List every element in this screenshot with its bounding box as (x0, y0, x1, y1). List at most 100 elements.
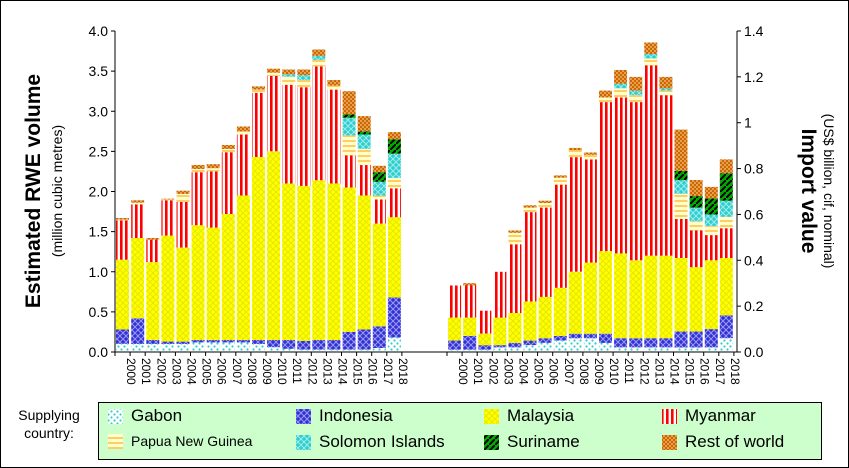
left-bar-malaysia-2000 (116, 259, 129, 330)
left-bar-malaysia-2018 (387, 217, 401, 298)
right-bar-rest-of-world-2015 (674, 129, 688, 171)
right-y-tick-label: 1.2 (744, 69, 764, 85)
left-bar-malaysia-2016 (357, 195, 371, 330)
left-bar-indonesia-2004 (176, 341, 190, 344)
legend-swatch (108, 409, 123, 424)
right-x-tick-label: 2000 (456, 358, 470, 385)
right-bar-rest-of-world-2011 (614, 70, 628, 84)
left-bar-indonesia-2016 (357, 329, 371, 350)
right-bar-rest-of-world-2018 (719, 159, 733, 174)
right-bar-rest-of-world-2005 (523, 205, 537, 208)
right-bar-myanmar-2015 (674, 219, 688, 258)
right-bar-gabon-2014 (659, 347, 673, 352)
right-bar-malaysia-2013 (644, 255, 658, 339)
right-bar-malaysia-2017 (704, 260, 718, 330)
right-bar-papua-new-guinea-2008 (568, 150, 582, 158)
right-bar-papua-new-guinea-2011 (614, 88, 628, 98)
left-bar-rest-of-world-2007 (221, 145, 235, 149)
right-bar-gabon-2005 (523, 345, 537, 352)
right-bar-myanmar-2016 (689, 230, 703, 268)
left-y-tick-label: 1.0 (89, 264, 109, 280)
left-bar-myanmar-2013 (312, 66, 326, 181)
right-bar-indonesia-2018 (719, 315, 733, 339)
left-bar-gabon-2003 (161, 344, 175, 352)
left-bar-indonesia-2006 (206, 340, 220, 343)
left-bar-solomon-islands-2017 (372, 181, 386, 196)
right-bar-malaysia-2016 (689, 267, 703, 332)
left-bar-indonesia-2014 (327, 340, 341, 350)
left-bar-papua-new-guinea-2006 (206, 168, 220, 172)
left-bar-malaysia-2001 (131, 238, 145, 319)
legend-label: Solomon Islands (319, 432, 445, 451)
right-bar-malaysia-2007 (553, 287, 567, 336)
left-bar-myanmar-2010 (267, 75, 281, 152)
left-x-tick-label: 2001 (139, 358, 153, 385)
right-x-tick-label: 2003 (501, 358, 515, 385)
right-bar-rest-of-world-2014 (659, 76, 673, 89)
right-bar-papua-new-guinea-2005 (523, 207, 537, 213)
left-bar-gabon-2011 (282, 348, 296, 352)
right-bar-gabon-2006 (538, 342, 552, 352)
right-x-tick-label: 2006 (547, 358, 561, 385)
right-bar-gabon-2007 (553, 340, 567, 352)
right-bar-myanmar-2002 (478, 310, 492, 334)
left-x-tick-label: 2004 (185, 358, 199, 385)
right-bar-papua-new-guinea-2017 (704, 225, 718, 236)
left-bar-indonesia-2013 (312, 340, 326, 350)
left-bar-solomon-islands-2016 (357, 134, 371, 149)
left-x-tick-label: 2002 (154, 358, 168, 385)
left-bar-papua-new-guinea-2014 (327, 85, 341, 90)
right-bar-myanmar-2000 (448, 285, 462, 318)
right-bar-indonesia-2017 (704, 329, 718, 348)
right-bar-gabon-2017 (704, 347, 718, 352)
right-bar-indonesia-2007 (553, 335, 567, 341)
left-bar-gabon-2006 (206, 342, 220, 352)
right-x-tick-label: 2011 (622, 358, 636, 384)
left-bar-gabon-2012 (297, 349, 311, 352)
right-bar-indonesia-2006 (538, 338, 552, 343)
right-bar-gabon-2003 (493, 347, 507, 352)
left-bar-myanmar-2005 (191, 172, 205, 226)
left-bar-indonesia-2003 (161, 341, 175, 344)
right-bar-papua-new-guinea-2010 (599, 97, 612, 103)
right-bar-malaysia-2000 (448, 317, 462, 341)
left-x-tick-label: 2015 (351, 358, 365, 385)
left-y-tick-label: 0.0 (89, 344, 109, 360)
right-bar-gabon-2001 (463, 349, 477, 352)
right-bar-myanmar-2017 (704, 235, 718, 261)
left-bar-gabon-2001 (131, 344, 145, 352)
left-bar-gabon-2008 (236, 342, 250, 352)
right-x-tick-label: 2008 (577, 358, 591, 385)
left-bar-gabon-2018 (387, 337, 401, 352)
left-bar-indonesia-2015 (342, 331, 356, 350)
right-x-tick-label: 2014 (667, 358, 681, 385)
left-bar-papua-new-guinea-2016 (357, 149, 371, 166)
left-bar-malaysia-2010 (267, 151, 281, 340)
right-bar-papua-new-guinea-2009 (583, 154, 597, 160)
left-bar-rest-of-world-2000 (116, 218, 129, 220)
left-x-tick-label: 2016 (366, 358, 380, 385)
left-y-tick-label: 3.0 (89, 103, 109, 119)
left-bar-malaysia-2005 (191, 225, 205, 340)
right-bar-malaysia-2005 (523, 301, 537, 341)
right-bar-gabon-2010 (599, 342, 612, 352)
right-bar-papua-new-guinea-2013 (644, 58, 658, 66)
right-bar-gabon-2012 (629, 347, 643, 352)
legend-swatch (484, 409, 499, 424)
left-x-tick-label: 2011 (290, 358, 304, 384)
right-bar-myanmar-2006 (538, 207, 552, 297)
left-bar-suriname-2016 (357, 131, 371, 135)
left-bar-myanmar-2004 (176, 201, 190, 248)
left-x-tick-label: 2014 (335, 358, 349, 385)
left-axis-title: Estimated RWE volume (22, 74, 45, 308)
left-bar-papua-new-guinea-2007 (221, 149, 235, 153)
right-plot-area: 2000 2001 2002 2003 2004 2005 2006 2007 2008 2009… (448, 42, 742, 385)
right-x-tick-label: 2009 (592, 358, 606, 385)
left-bar-indonesia-2010 (267, 340, 281, 348)
right-bar-gabon-2004 (508, 347, 522, 352)
legend-label: Gabon (131, 406, 183, 425)
right-bar-papua-new-guinea-2014 (659, 90, 673, 96)
left-y-tick-label: 2.0 (89, 184, 109, 200)
right-bar-rest-of-world-2004 (508, 230, 522, 233)
